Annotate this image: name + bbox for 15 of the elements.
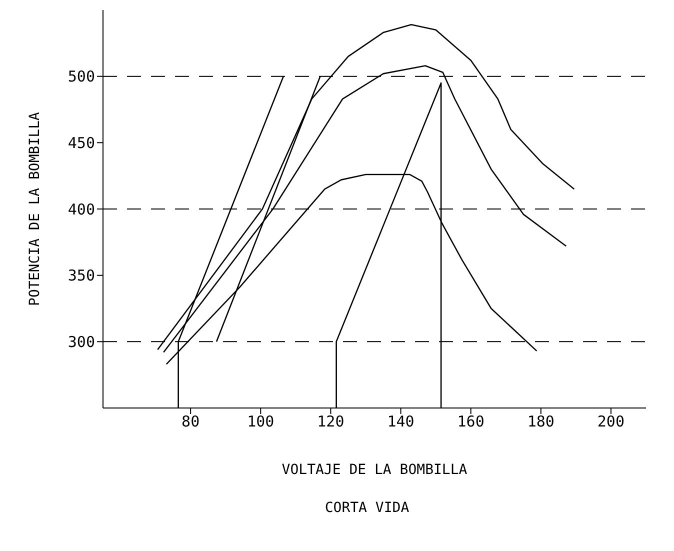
y-tick-label: 350: [68, 266, 95, 285]
y-axis-title: POTENCIA DE LA BOMBILLA: [26, 112, 43, 306]
x-tick-label: 120: [317, 412, 344, 431]
x-tick-label: 180: [527, 412, 554, 431]
x-axis-title: VOLTAJE DE LA BOMBILLA: [282, 462, 468, 478]
y-tick-label: 450: [68, 134, 95, 152]
y-tick-label: 500: [68, 68, 95, 86]
x-tick-label: 80: [182, 412, 200, 431]
x-tick-label: 100: [247, 412, 274, 431]
y-tick-label: 400: [68, 200, 95, 218]
y-tick-label: 300: [68, 332, 95, 351]
x-tick-label: 140: [387, 412, 414, 431]
x-tick-label: 160: [457, 412, 484, 431]
x-tick-label: 200: [597, 412, 625, 431]
text: CORTA VIDA: [324, 500, 410, 516]
